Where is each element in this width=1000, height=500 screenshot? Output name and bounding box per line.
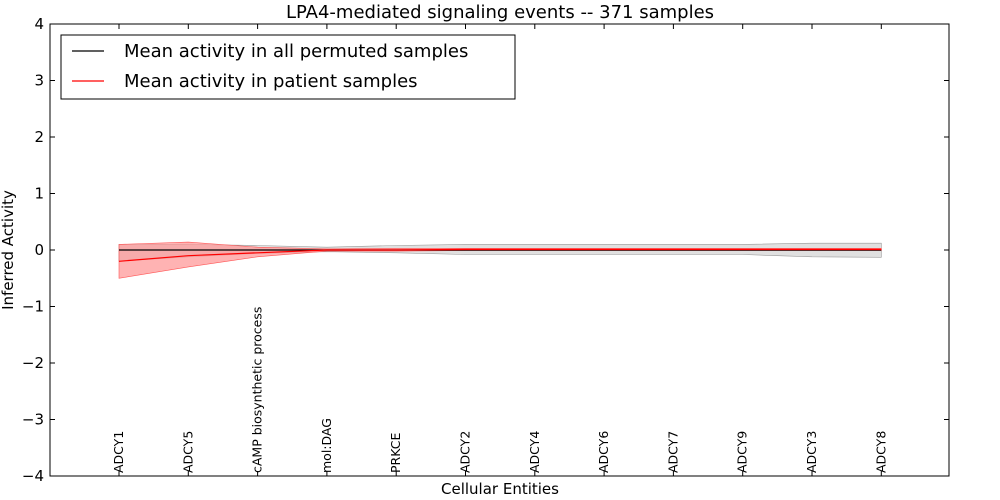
legend-label-2: Mean activity in patient samples bbox=[124, 71, 418, 92]
y-tick-label: 3 bbox=[34, 72, 44, 90]
legend: Mean activity in all permuted samples Mea… bbox=[60, 34, 516, 100]
confidence-band-1 bbox=[118, 242, 882, 262]
x-tick-label: ADCY9 bbox=[735, 431, 750, 473]
chart-title: LPA4-mediated signaling events -- 371 sa… bbox=[286, 2, 714, 23]
x-tick-label: cAMP biosynthetic process bbox=[250, 307, 265, 473]
legend-box bbox=[60, 34, 516, 100]
y-tick-label: −2 bbox=[22, 354, 44, 372]
series-lines bbox=[118, 248, 882, 262]
y-tick-label: 2 bbox=[34, 128, 44, 146]
x-tick-label: ADCY1 bbox=[111, 431, 126, 473]
series-line-2 bbox=[118, 248, 882, 262]
x-tick-label: PRKCE bbox=[388, 433, 403, 473]
x-tick-label: ADCY4 bbox=[527, 431, 542, 473]
x-tick-label: ADCY3 bbox=[804, 431, 819, 473]
y-tick-label: −1 bbox=[22, 298, 44, 316]
y-tick-label: −4 bbox=[22, 467, 44, 485]
y-axis-ticks: −4 −3 −2 −1 0 1 2 3 4 bbox=[22, 15, 949, 485]
y-tick-label: −3 bbox=[22, 411, 44, 429]
x-tick-label: ADCY6 bbox=[596, 431, 611, 473]
y-tick-label: 0 bbox=[34, 241, 44, 259]
x-axis-ticks: ADCY1 ADCY5 cAMP biosynthetic process mol:D… bbox=[111, 24, 888, 476]
x-tick-label: mol:DAG bbox=[319, 418, 334, 473]
y-axis-label: Inferred Activity bbox=[0, 190, 17, 310]
y-tick-label: 1 bbox=[34, 185, 44, 203]
x-tick-label: ADCY7 bbox=[665, 431, 680, 473]
y-tick-label: 4 bbox=[34, 15, 44, 33]
confidence-bands bbox=[118, 241, 882, 279]
x-axis-label: Cellular Entities bbox=[441, 480, 559, 498]
legend-label-1: Mean activity in all permuted samples bbox=[124, 41, 468, 62]
x-tick-label: ADCY2 bbox=[458, 431, 473, 473]
x-tick-label: ADCY5 bbox=[180, 431, 195, 473]
x-tick-label: ADCY8 bbox=[873, 431, 888, 473]
